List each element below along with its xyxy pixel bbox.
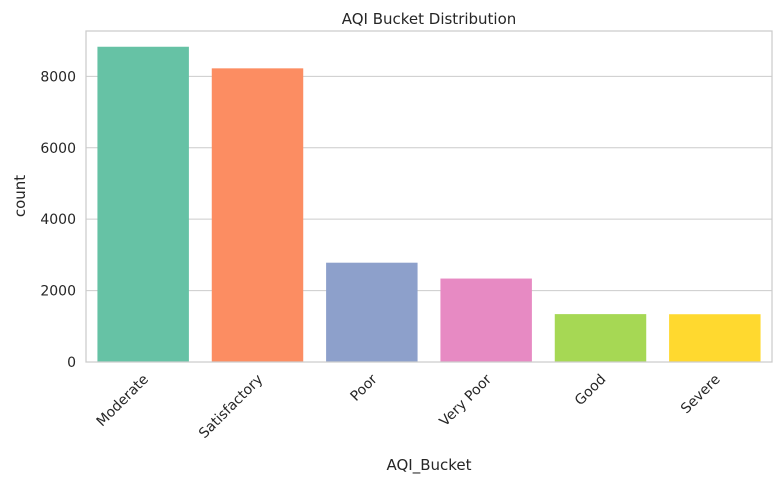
x-tick-label: Good: [572, 372, 609, 409]
y-tick-labels: 0 2000 4000 6000 8000: [40, 69, 76, 371]
y-tick-label: 8000: [40, 69, 76, 85]
bar-very-poor: [440, 278, 532, 362]
y-tick-label: 4000: [40, 212, 76, 228]
x-tick-label: Very Poor: [437, 371, 495, 429]
y-axis-label: count: [11, 175, 29, 217]
plot-frame: [85, 30, 773, 363]
x-tick-label: Satisfactory: [196, 372, 266, 442]
x-tick-labels: Moderate Satisfactory Poor Very Poor Good Sev…: [94, 371, 724, 441]
y-tick-label: 0: [67, 355, 76, 371]
x-axis-label: AQI_Bucket: [386, 456, 471, 475]
x-tick-label: Poor: [348, 371, 381, 404]
bar-severe: [669, 314, 761, 362]
y-tick-label: 2000: [40, 284, 76, 300]
bar-moderate: [97, 46, 189, 362]
bar-good: [554, 314, 647, 362]
x-tick-label: Severe: [678, 372, 724, 418]
y-tick-label: 6000: [40, 141, 76, 157]
bars: [97, 46, 761, 362]
bar-satisfactory: [211, 68, 304, 362]
chart-title: AQI Bucket Distribution: [342, 10, 517, 28]
bar-poor: [326, 262, 418, 362]
x-tick-label: Moderate: [94, 372, 152, 430]
